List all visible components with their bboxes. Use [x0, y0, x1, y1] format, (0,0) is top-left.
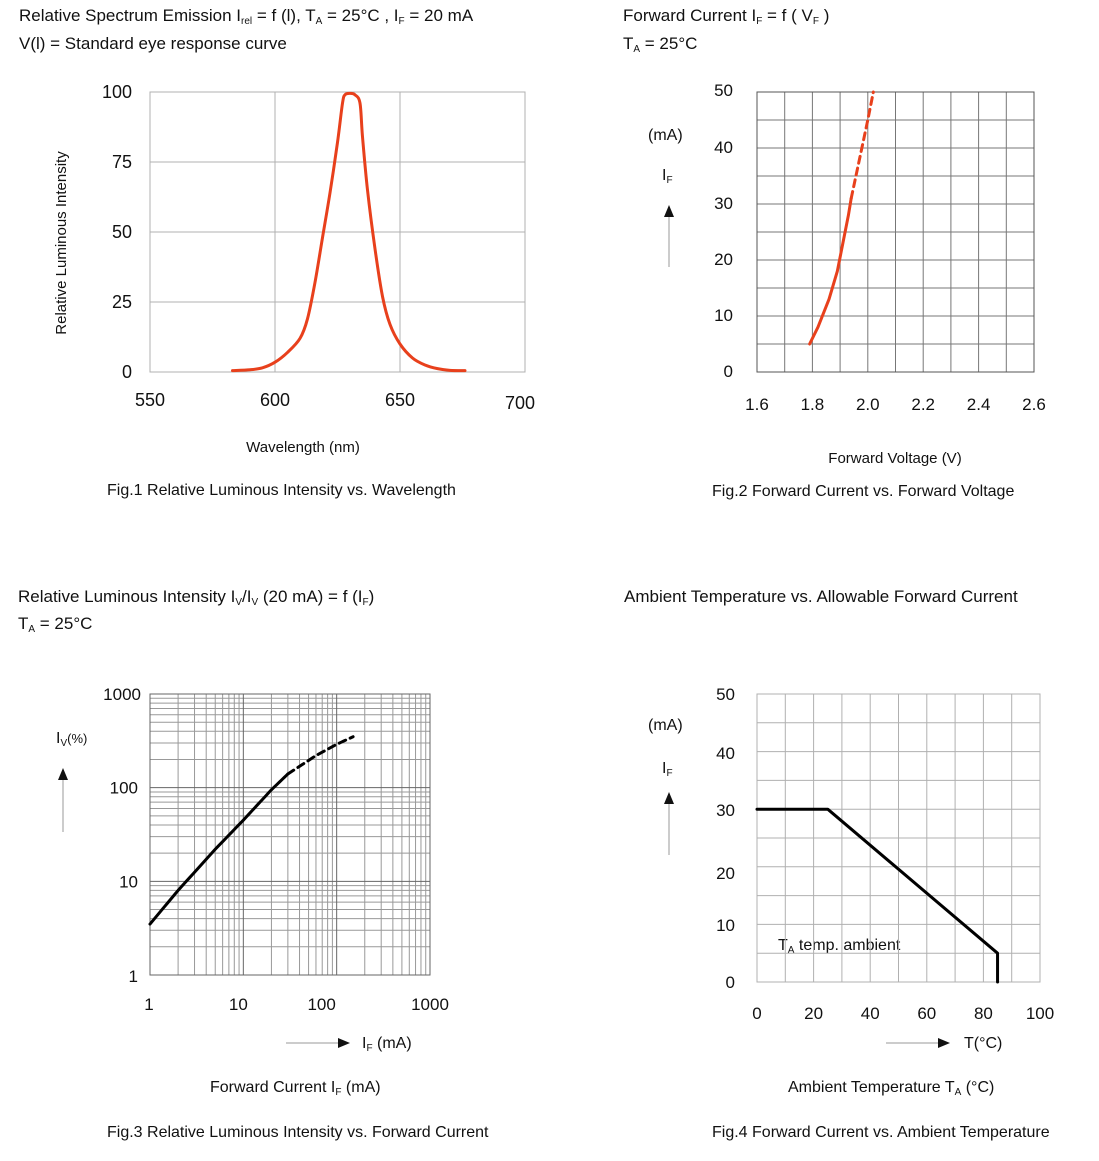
fig1-xtick-label: 700	[505, 393, 535, 413]
fig3-ytick-label: 1	[129, 967, 138, 986]
fig1-ytick-label: 50	[112, 222, 132, 242]
fig3-header-line1: Relative Luminous Intensity IV/IV (20 mA…	[18, 587, 375, 608]
fig4-ytick-label: 10	[716, 916, 735, 935]
fig4-axis-symbol: IF	[662, 760, 673, 779]
fig4-ytick-label: 40	[716, 744, 735, 763]
fig2-header-line2: TA = 25°C	[623, 34, 698, 55]
fig2-xtick-label: 2.4	[967, 395, 991, 414]
fig1-ytick-label: 25	[112, 292, 132, 312]
fig1-xtick-label: 650	[385, 390, 415, 410]
fig1-xtick-label: 550	[135, 390, 165, 410]
fig2-ytick-label: 50	[714, 81, 733, 100]
fig1-xtick-label: 600	[260, 390, 290, 410]
fig2-frame	[756, 91, 1035, 373]
fig3-ytick-label: 1000	[103, 685, 141, 704]
fig4-ytick-label: 50	[716, 685, 735, 704]
fig1-ylabel: Relative Luminous Intensity	[53, 151, 70, 335]
fig4-x-arrow-label: T(°C)	[964, 1035, 1003, 1052]
fig2-xtick-label: 2.0	[856, 395, 880, 414]
fig4-xlabel: Ambient Temperature TA (°C)	[788, 1079, 995, 1098]
fig2-y-arrow-head	[664, 205, 674, 217]
fig2-header-line1: Forward Current IF = f ( VF )	[623, 6, 830, 27]
fig2-unit-label: (mA)	[648, 127, 683, 144]
fig1-ytick-label: 0	[122, 362, 132, 382]
fig1-ytick-label: 75	[112, 152, 132, 172]
fig3-xtick-label: 10	[229, 995, 248, 1014]
fig2-xtick-label: 1.8	[801, 395, 825, 414]
fig4-ytick-label: 30	[716, 801, 735, 820]
fig4-ytick-label: 0	[726, 973, 735, 992]
fig4-unit-label: (mA)	[648, 717, 683, 734]
fig2-xtick-label: 2.2	[911, 395, 935, 414]
fig4-frame	[756, 693, 1041, 983]
fig3-curve-solid	[148, 772, 290, 926]
fig2-caption: Fig.2 Forward Current vs. Forward Voltag…	[712, 483, 1015, 500]
fig3-xtick-label: 100	[307, 995, 335, 1014]
fig3-x-arrow-head	[338, 1038, 350, 1048]
fig4-xtick-label: 100	[1026, 1004, 1054, 1023]
fig3-caption: Fig.3 Relative Luminous Intensity vs. Fo…	[107, 1124, 489, 1141]
fig3-ytick-label: 10	[119, 872, 138, 891]
fig2-ytick-label: 40	[714, 138, 733, 157]
fig2-xtick-label: 2.6	[1022, 395, 1046, 414]
fig2-curve-dashed	[849, 90, 875, 200]
fig2-ytick-label: 0	[724, 362, 733, 381]
fig3-xtick-label: 1000	[411, 995, 449, 1014]
fig2-xtick-label: 1.6	[745, 395, 769, 414]
fig1-header-line1: Relative Spectrum Emission Irel = f (l),…	[19, 6, 474, 27]
fig4-annotation: TA temp. ambient	[778, 937, 901, 956]
fig4-caption: Fig.4 Forward Current vs. Ambient Temper…	[712, 1124, 1050, 1141]
fig1-xlabel: Wavelength (nm)	[246, 439, 360, 456]
fig3-axis-symbol: IV(%)	[56, 730, 88, 749]
fig3-ytick-label: 100	[110, 779, 138, 798]
fig2-ytick-label: 30	[714, 194, 733, 213]
fig1-spectrum-curve	[231, 91, 467, 373]
fig3-y-arrow-head	[58, 768, 68, 780]
fig4-xtick-label: 60	[917, 1004, 936, 1023]
fig4-header-line1: Ambient Temperature vs. Allowable Forwar…	[624, 587, 1018, 606]
fig3-xlabel: Forward Current IF (mA)	[210, 1079, 381, 1098]
fig3-x-arrow-label: IF (mA)	[362, 1035, 412, 1054]
fig3-curve-dashed	[286, 735, 355, 776]
fig2-ytick-label: 20	[714, 250, 733, 269]
fig2-curve-solid	[808, 196, 853, 346]
fig1-header-line2: V(l) = Standard eye response curve	[19, 34, 287, 53]
fig4-derating-curve	[755, 807, 1000, 984]
fig2-xlabel: Forward Voltage (V)	[828, 450, 961, 467]
fig3-header-line2: TA = 25°C	[18, 614, 93, 635]
fig1-frame	[149, 91, 526, 373]
fig1-caption: Fig.1 Relative Luminous Intensity vs. Wa…	[107, 482, 456, 499]
fig3-frame	[149, 693, 431, 976]
fig4-xtick-label: 40	[861, 1004, 880, 1023]
fig4-xtick-label: 20	[804, 1004, 823, 1023]
fig4-xtick-label: 80	[974, 1004, 993, 1023]
fig1-ytick-label: 100	[102, 82, 132, 102]
fig4-ytick-label: 20	[716, 864, 735, 883]
fig2-ytick-label: 10	[714, 306, 733, 325]
fig3-xtick-label: 1	[144, 995, 153, 1014]
fig4-x-arrow-head	[938, 1038, 950, 1048]
fig2-axis-symbol: IF	[662, 167, 673, 186]
fig4-xtick-label: 0	[752, 1004, 761, 1023]
fig4-y-arrow-head	[664, 792, 674, 804]
